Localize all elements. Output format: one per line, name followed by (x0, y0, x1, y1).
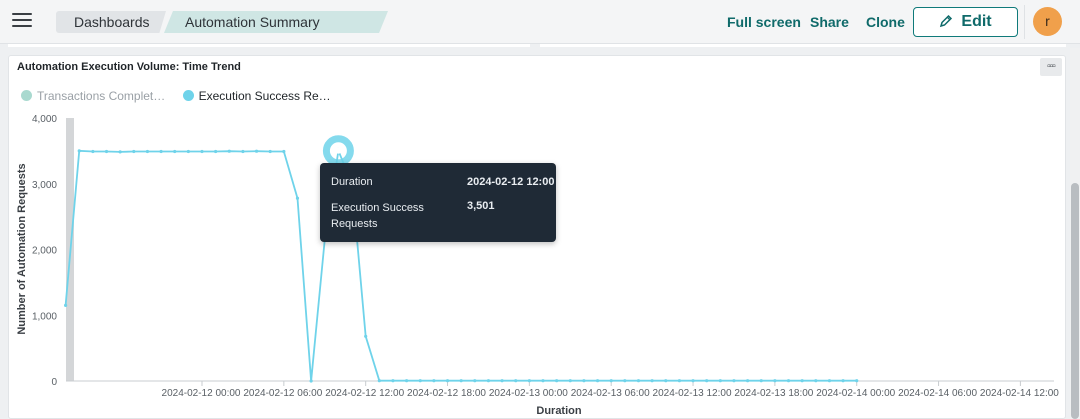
edit-button[interactable]: Edit (913, 7, 1018, 37)
share-button[interactable]: Share (810, 14, 849, 30)
tooltip-duration-label: Duration (331, 176, 373, 188)
tooltip-metric-value: 3,501 (467, 200, 495, 212)
top-bar: Dashboards Automation Summary Dashboard … (0, 0, 1080, 44)
chart-legend: Transactions Complet… Execution Success … (21, 89, 345, 103)
header-divider (1024, 5, 1025, 39)
scrollbar-thumb[interactable] (1071, 183, 1079, 419)
hamburger-menu-icon[interactable] (12, 13, 32, 31)
legend-label: Transactions Complet… (37, 89, 166, 103)
legend-label: Execution Success Re… (198, 89, 331, 103)
panel-title: Automation Execution Volume: Time Trend (17, 61, 241, 73)
breadcrumb-current-dashboard: Automation Summary Dashboard (164, 11, 388, 33)
edit-button-label: Edit (961, 13, 992, 30)
upper-panel-edge (8, 44, 530, 47)
tooltip-duration-value: 2024-02-12 12:00 (467, 176, 555, 188)
legend-item-transactions[interactable]: Transactions Complet… (21, 89, 165, 103)
page-scrollbar[interactable] (1070, 48, 1080, 419)
full-screen-button[interactable]: Full screen (727, 14, 801, 30)
chart-tooltip: Duration 2024-02-12 12:00 Execution Succ… (320, 163, 556, 242)
clone-button[interactable]: Clone (866, 14, 905, 30)
upper-panel-edge (540, 44, 1066, 47)
legend-dot-icon (21, 90, 32, 101)
tooltip-metric-label: Execution Success Requests (331, 202, 424, 230)
legend-dot-icon (182, 90, 194, 101)
breadcrumb-dashboards[interactable]: Dashboards (56, 11, 166, 33)
pencil-icon (939, 10, 953, 38)
avatar[interactable]: r (1033, 7, 1062, 36)
legend-item-execution-success[interactable]: Execution Success Re… (182, 89, 331, 103)
panel-menu-icon[interactable]: ▫▫▫ (1040, 58, 1062, 76)
